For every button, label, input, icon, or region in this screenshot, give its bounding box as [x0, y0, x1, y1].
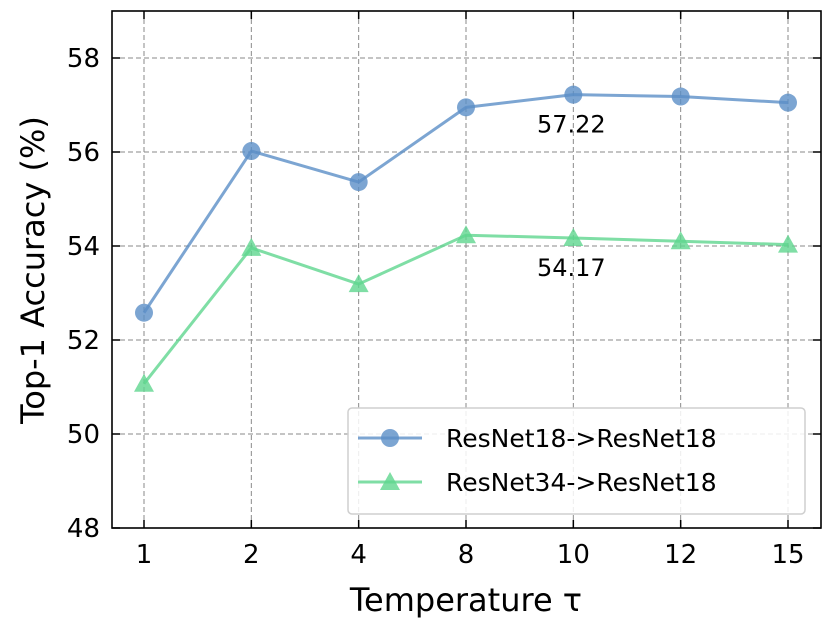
y-axis-title: Top-1 Accuracy (%) — [14, 116, 52, 425]
y-tick-label: 58 — [67, 44, 100, 74]
data-point-triangle — [456, 225, 476, 244]
legend-label-resnet34: ResNet34->ResNet18 — [446, 468, 717, 497]
data-point-circle — [671, 87, 690, 106]
data-point-circle — [457, 98, 475, 117]
series-layer — [134, 85, 798, 392]
data-point-triangle — [348, 274, 369, 293]
y-tick-label: 56 — [67, 138, 100, 168]
y-tick-label: 54 — [67, 232, 100, 262]
x-tick-label: 15 — [771, 540, 804, 570]
data-point-triangle — [241, 237, 262, 256]
data-point-triangle — [563, 228, 584, 247]
y-tick-label: 50 — [67, 420, 100, 450]
data-point-circle — [135, 303, 153, 322]
y-tick-label: 52 — [67, 326, 100, 356]
data-point-circle — [242, 142, 261, 161]
x-axis-title: Temperature τ — [349, 581, 582, 619]
value-annotation: 54.17 — [537, 254, 606, 282]
data-point-circle — [564, 85, 583, 104]
x-tick-label: 4 — [350, 540, 367, 570]
y-tick-label: 48 — [67, 514, 100, 544]
data-point-circle — [349, 173, 368, 192]
value-annotation: 57.22 — [537, 111, 606, 139]
x-tick-label: 10 — [557, 540, 590, 570]
legend-box — [347, 407, 806, 515]
data-point-triangle — [134, 373, 154, 392]
data-point-triangle — [778, 234, 798, 253]
x-tick-label: 12 — [664, 540, 697, 570]
x-tick-label: 8 — [458, 540, 475, 570]
data-point-triangle — [670, 231, 691, 250]
x-tick-label: 1 — [136, 540, 153, 570]
annotations: 57.22 54.17 — [537, 111, 606, 282]
legend-marker-triangle-icon — [380, 472, 400, 490]
legend-label-resnet18: ResNet18->ResNet18 — [446, 424, 717, 453]
x-tick-label: 2 — [243, 540, 260, 570]
legend-marker-circle-icon — [381, 429, 399, 447]
legend: ResNet18->ResNet18 ResNet34->ResNet18 — [347, 407, 806, 515]
data-point-circle — [779, 93, 797, 112]
